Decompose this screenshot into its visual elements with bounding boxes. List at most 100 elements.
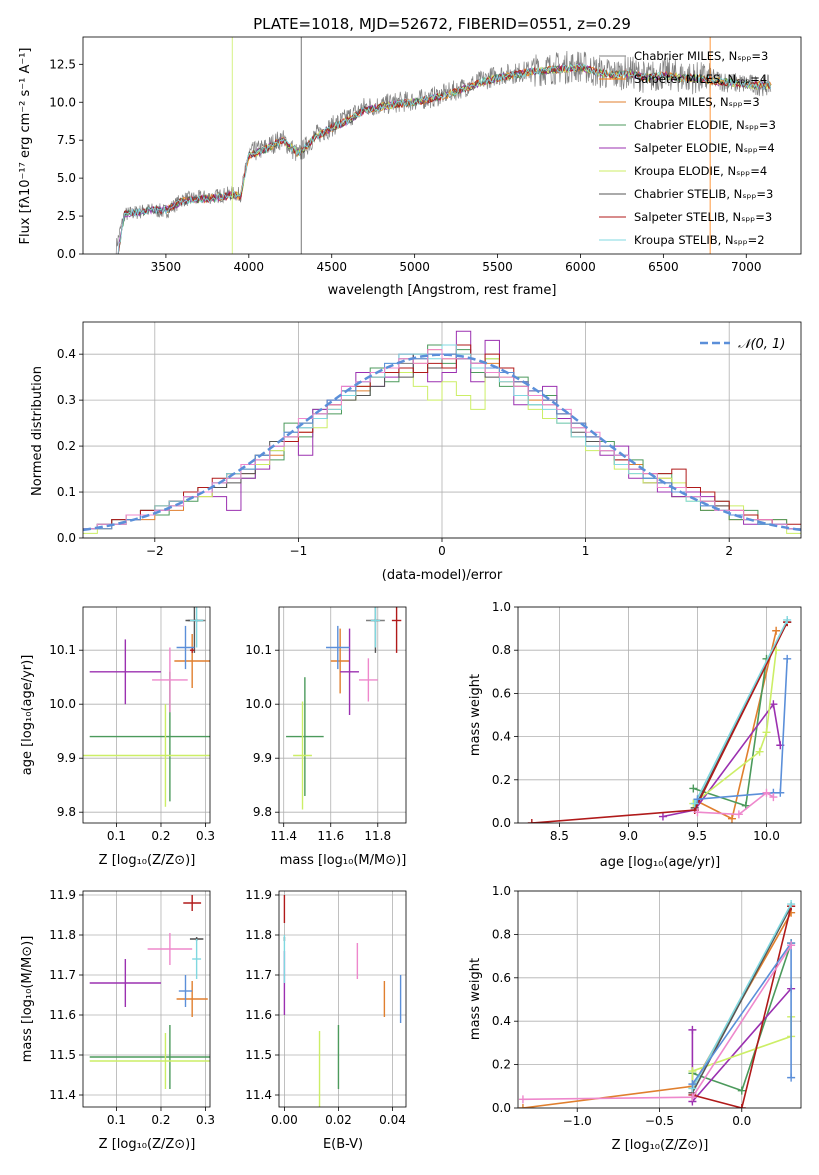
x-tick-label: 0.02 bbox=[325, 1113, 352, 1127]
plot-area bbox=[83, 607, 210, 807]
plus-marker bbox=[762, 788, 771, 797]
x-tick-label: 7000 bbox=[731, 260, 762, 274]
plus-marker bbox=[690, 799, 699, 808]
y-tick-label: 0.2 bbox=[492, 773, 511, 787]
errorbar-point bbox=[89, 1033, 210, 1089]
mass-weight-line bbox=[692, 906, 792, 1108]
plot-area bbox=[89, 895, 210, 1089]
plus-marker bbox=[688, 1093, 697, 1102]
spectrum-xlabel: wavelength [Angstrom, rest frame] bbox=[328, 283, 557, 298]
plus-marker bbox=[688, 1080, 697, 1089]
plus-marker bbox=[658, 812, 667, 821]
x-tick-label: 0.04 bbox=[379, 1113, 406, 1127]
y-tick-label: 0.8 bbox=[492, 927, 511, 941]
y-tick-label: 11.6 bbox=[49, 1008, 76, 1022]
y-tick-label: 11.7 bbox=[245, 968, 272, 982]
x-tick-label: −1 bbox=[290, 544, 308, 558]
plus-marker bbox=[527, 819, 536, 823]
errorbar-point bbox=[183, 895, 202, 911]
x-tick-label: 0.3 bbox=[196, 829, 215, 843]
y-tick-label: 10.1 bbox=[245, 643, 272, 657]
y-tick-label: 9.8 bbox=[57, 805, 76, 819]
x-tick-label: 0.0 bbox=[732, 1114, 751, 1128]
plot-area bbox=[518, 900, 796, 1108]
legend-entry: Chabrier STELIB, Nₛₚₚ=3 bbox=[634, 187, 773, 201]
plus-marker bbox=[688, 1067, 697, 1076]
y-tick-label: 0.0 bbox=[492, 816, 511, 830]
age-vs-mass-panel: 11.4 11.6 11.8 9.8 9.9 10.0 10.1 bbox=[245, 606, 407, 843]
mass-z-xlabel: Z [log₁₀(Z/Z⊙)] bbox=[99, 1137, 196, 1152]
plot-area bbox=[286, 607, 402, 810]
errorbar-point bbox=[330, 628, 350, 694]
y-tick-label: 1.0 bbox=[492, 884, 511, 898]
y-tick-label: 0.4 bbox=[57, 347, 76, 361]
errorbar-point bbox=[89, 959, 161, 1007]
plus-marker bbox=[769, 793, 778, 802]
spectrum-legend: Chabrier MILES, Nₛₚₚ=3 Salpeter MILES, Nₛ… bbox=[599, 49, 776, 247]
errorbar-point bbox=[178, 975, 193, 1007]
axes-frame bbox=[82, 606, 211, 824]
age-mass-xlabel: mass [log₁₀(M/M⊙)] bbox=[280, 853, 407, 868]
plus-marker bbox=[762, 728, 771, 737]
axes-frame bbox=[82, 890, 211, 1108]
errorbar-point bbox=[358, 658, 378, 702]
errorbar-point bbox=[192, 939, 202, 979]
plus-marker bbox=[755, 747, 764, 756]
axes-frame bbox=[82, 321, 802, 539]
y-tick-label: 0.6 bbox=[492, 686, 511, 700]
y-tick-label: 9.9 bbox=[57, 751, 76, 765]
mass-weight-line bbox=[693, 619, 788, 804]
y-tick-label: 11.9 bbox=[245, 888, 272, 902]
y-tick-label: 5.0 bbox=[57, 171, 76, 185]
errorbar-point bbox=[176, 981, 208, 1017]
mass-weight-line bbox=[697, 791, 774, 816]
axes-frame bbox=[278, 606, 407, 824]
errorbar-point bbox=[326, 625, 350, 670]
legend-entry: 𝒩(0, 1) bbox=[738, 337, 785, 352]
y-tick-label: 11.5 bbox=[245, 1048, 272, 1062]
plus-marker bbox=[688, 1025, 697, 1034]
histogram-step-series bbox=[83, 344, 801, 530]
plus-marker bbox=[693, 795, 702, 804]
errorbar-point bbox=[176, 625, 195, 670]
mw-z-ylabel: mass weight bbox=[468, 958, 483, 1040]
x-tick-label: 5500 bbox=[482, 260, 513, 274]
x-tick-label: −1.0 bbox=[563, 1114, 592, 1128]
y-tick-label: 9.9 bbox=[253, 751, 272, 765]
x-tick-label: 9.0 bbox=[619, 829, 638, 843]
mw-age-xlabel: age [log₁₀(age/yr)] bbox=[600, 855, 721, 870]
x-tick-label: 0.2 bbox=[151, 829, 170, 843]
plus-marker bbox=[518, 1104, 527, 1108]
y-tick-label: 11.8 bbox=[245, 928, 272, 942]
x-tick-label: 11.4 bbox=[270, 829, 297, 843]
x-tick-label: 5000 bbox=[399, 260, 430, 274]
y-tick-label: 11.9 bbox=[49, 888, 76, 902]
legend-entry: Kroupa ELODIE, Nₛₚₚ=4 bbox=[634, 164, 767, 178]
y-tick-label: 10.0 bbox=[49, 697, 76, 711]
plus-marker bbox=[783, 615, 792, 624]
spectrum-title: PLATE=1018, MJD=52672, FIBERID=0551, z=0… bbox=[253, 15, 631, 33]
spectrum-ylabel: Flux [fλ10⁻¹⁷ erg cm⁻² s⁻¹ A⁻¹] bbox=[18, 48, 33, 245]
massweight-vs-metallicity-panel: −1.0 −0.5 0.0 0.0 0.2 0.4 0.6 0.8 1.0 bbox=[492, 884, 802, 1128]
x-tick-label: 0.1 bbox=[107, 829, 126, 843]
plus-marker bbox=[737, 1104, 746, 1108]
x-tick-label: 0.3 bbox=[196, 1113, 215, 1127]
x-tick-label: 1 bbox=[582, 544, 590, 558]
errorbar-point bbox=[286, 677, 324, 796]
plus-marker bbox=[737, 1086, 746, 1095]
x-tick-label: 3500 bbox=[151, 260, 182, 274]
x-tick-label: −0.5 bbox=[645, 1114, 674, 1128]
mw-age-ylabel: mass weight bbox=[468, 674, 483, 756]
x-tick-label: 11.8 bbox=[364, 829, 391, 843]
legend-entry: Chabrier ELODIE, Nₛₚₚ=3 bbox=[634, 118, 776, 132]
mass-z-ylabel: mass [log₁₀(M/M⊙)] bbox=[20, 936, 35, 1063]
y-tick-label: 0.6 bbox=[492, 971, 511, 985]
y-tick-label: 0.8 bbox=[492, 643, 511, 657]
legend-entry: Salpeter MILES, Nₛₚₚ=4 bbox=[634, 72, 767, 86]
y-tick-label: 0.4 bbox=[492, 730, 511, 744]
errorbar-point bbox=[152, 647, 188, 713]
residual-histogram-panel: −2 −1 0 1 2 0.0 0.1 0.2 0.3 0.4 𝒩(0, 1) bbox=[57, 321, 802, 558]
x-tick-label: 4500 bbox=[316, 260, 347, 274]
y-tick-label: 10.0 bbox=[245, 697, 272, 711]
